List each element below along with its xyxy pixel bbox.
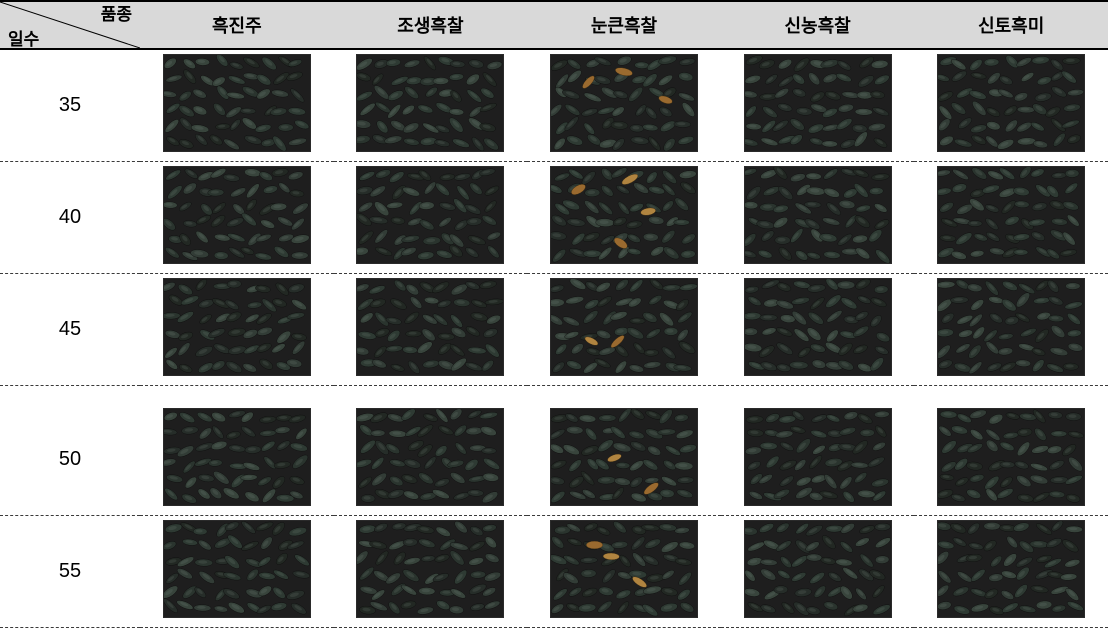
rice-sample-image [550, 54, 698, 152]
row-label: 50 [0, 404, 140, 516]
rice-image-cell [527, 49, 721, 162]
rice-image-cell [914, 515, 1108, 627]
rice-image-cell [721, 162, 915, 274]
rice-image-cell [140, 49, 334, 162]
rice-sample-image [356, 54, 504, 152]
rice-image-cell [527, 162, 721, 274]
col-header: 눈큰흑찰 [527, 1, 721, 49]
col-header: 조생흑찰 [334, 1, 528, 49]
table-row: 35 [0, 49, 1108, 162]
rice-sample-image [744, 166, 892, 264]
rice-sample-image [356, 278, 504, 376]
table-body: 354045 5055 [0, 49, 1108, 627]
rice-sample-image [356, 408, 504, 506]
header-diagonal-cell: 품종 일수 [0, 1, 140, 49]
rice-image-cell [914, 404, 1108, 516]
rice-image-cell [721, 404, 915, 516]
rice-sample-image [744, 520, 892, 618]
rice-sample-image [356, 166, 504, 264]
table-row: 45 [0, 274, 1108, 386]
rice-sample-image [744, 408, 892, 506]
rice-image-cell [527, 404, 721, 516]
row-label: 45 [0, 274, 140, 386]
rice-image-cell [334, 49, 528, 162]
rice-sample-image [937, 520, 1085, 618]
rice-image-cell [334, 515, 528, 627]
row-label: 40 [0, 162, 140, 274]
table-row: 40 [0, 162, 1108, 274]
rice-sample-image [163, 520, 311, 618]
header-diag-bottom: 일수 [8, 25, 39, 50]
rice-sample-image [550, 278, 698, 376]
rice-sample-image [356, 520, 504, 618]
rice-sample-image [163, 278, 311, 376]
rice-image-cell [140, 274, 334, 386]
rice-image-cell [721, 49, 915, 162]
rice-sample-image [937, 166, 1085, 264]
rice-sample-image [163, 166, 311, 264]
rice-image-cell [721, 515, 915, 627]
row-spacer [0, 386, 1108, 404]
rice-sample-image [744, 278, 892, 376]
col-header: 신토흑미 [914, 1, 1108, 49]
rice-sample-image [550, 408, 698, 506]
rice-image-cell [721, 274, 915, 386]
rice-image-cell [914, 49, 1108, 162]
rice-sample-image [163, 54, 311, 152]
rice-sample-image [550, 166, 698, 264]
rice-image-cell [334, 274, 528, 386]
rice-image-cell [527, 515, 721, 627]
rice-sample-image [937, 278, 1085, 376]
col-header: 흑진주 [140, 1, 334, 49]
rice-sample-image [937, 54, 1085, 152]
rice-image-cell [334, 162, 528, 274]
rice-sample-image [163, 408, 311, 506]
rice-image-cell [140, 515, 334, 627]
col-header: 신농흑찰 [721, 1, 915, 49]
rice-sample-image [937, 408, 1085, 506]
header-row: 품종 일수 흑진주 조생흑찰 눈큰흑찰 신농흑찰 신토흑미 [0, 1, 1108, 49]
rice-sample-image [744, 54, 892, 152]
rice-image-cell [140, 404, 334, 516]
rice-image-cell [914, 162, 1108, 274]
table-row: 55 [0, 515, 1108, 627]
rice-image-cell [914, 274, 1108, 386]
table-row: 50 [0, 404, 1108, 516]
rice-comparison-table: 품종 일수 흑진주 조생흑찰 눈큰흑찰 신농흑찰 신토흑미 354045 5055 [0, 0, 1108, 628]
row-label: 35 [0, 49, 140, 162]
rice-sample-image [550, 520, 698, 618]
rice-image-cell [140, 162, 334, 274]
header-diag-top: 품종 [101, 0, 132, 25]
row-label: 55 [0, 515, 140, 627]
rice-image-cell [334, 404, 528, 516]
rice-image-cell [527, 274, 721, 386]
